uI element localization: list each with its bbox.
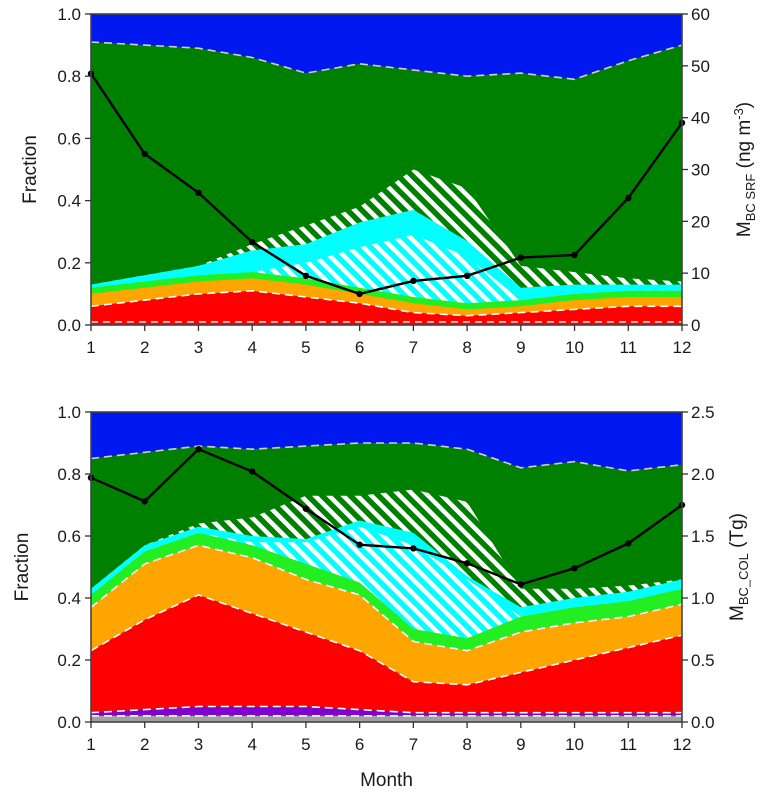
y2-axis-label: MBC SRF (ng m-3)	[731, 102, 758, 237]
series-point	[410, 545, 417, 552]
x-tick-label: 2	[140, 338, 149, 357]
x-tick-label: 5	[301, 338, 310, 357]
x-tick-label: 8	[462, 338, 471, 357]
y-tick-label: 1.0	[57, 5, 81, 24]
y-tick-label: 0.4	[57, 192, 81, 211]
area-red	[91, 290, 682, 325]
series-point	[463, 560, 471, 567]
x-tick-label: 3	[194, 338, 203, 357]
x-tick-label: 12	[673, 338, 692, 357]
x-tick-label: 8	[462, 735, 471, 754]
y-tick-label: 0.6	[57, 527, 81, 546]
bottom-panel: 1 2 3 4 5 6 7 8 9 10 11 120.00.20.40.60.81.00.00.51…	[12, 403, 751, 791]
series-point	[571, 251, 578, 259]
y-tick-label: 0.4	[57, 589, 81, 608]
series-point	[141, 150, 148, 158]
series-point	[410, 277, 417, 285]
series-point	[625, 540, 632, 547]
area-red-boundary	[90, 289, 682, 317]
series-point	[356, 290, 363, 298]
y2-tick-label: 30	[691, 161, 710, 180]
series-point	[625, 194, 632, 202]
y-tick-label: 1.0	[57, 403, 81, 422]
x-tick-label: 9	[516, 735, 525, 754]
area-red-boundary	[90, 594, 683, 686]
area-purple-boundary	[90, 705, 682, 714]
y2-tick-label: 1.5	[691, 527, 715, 546]
series-point	[195, 446, 202, 453]
series-point	[517, 581, 524, 588]
series-point	[517, 254, 524, 261]
y2-tick-label: 40	[691, 109, 710, 128]
y2-tick-label: 2.0	[691, 465, 715, 484]
x-tick-label: 7	[409, 735, 418, 754]
area-orange-boundary	[90, 544, 683, 652]
x-tick-label: 4	[247, 338, 256, 357]
x-tick-label: 3	[194, 735, 203, 754]
series-point	[302, 505, 310, 512]
series-point	[302, 272, 310, 279]
x-tick-label: 11	[619, 338, 637, 357]
y-tick-label: 0.8	[57, 465, 81, 484]
x-tick-label: 10	[565, 338, 584, 357]
top-panel: 1 2 3 4 5 6 7 8 9 10 11 120.00.20.40.60.81.00102030…	[20, 5, 758, 357]
series-point	[356, 541, 363, 548]
series-point	[249, 468, 256, 475]
series-point	[141, 498, 148, 505]
y-tick-label: 0.0	[57, 713, 81, 732]
y2-tick-label: 0.0	[691, 713, 715, 732]
area-gray	[91, 715, 682, 722]
area-green-boundary	[90, 442, 683, 472]
y2-tick-label: 0.5	[691, 651, 715, 670]
x-tick-label: 5	[301, 735, 310, 754]
y2-tick-label: 2.5	[691, 403, 715, 422]
y-axis-label: Fraction	[12, 533, 33, 602]
y2-axis-label: MBC_COL (Tg)	[727, 513, 751, 621]
x-tick-label: 1	[86, 338, 95, 357]
y2-tick-label: 10	[691, 264, 710, 283]
y-tick-label: 0.2	[57, 254, 81, 273]
x-axis-label: Month	[360, 770, 413, 791]
x-tick-label: 10	[565, 735, 584, 754]
series-point	[249, 238, 256, 246]
x-tick-label: 4	[247, 735, 256, 754]
series-line	[90, 72, 683, 296]
y2-tick-label: 50	[691, 57, 710, 76]
x-tick-label: 7	[409, 338, 418, 357]
series-point	[571, 565, 578, 572]
series-point	[195, 189, 202, 196]
area-green-boundary	[90, 41, 683, 81]
y-tick-label: 0.8	[57, 67, 81, 86]
x-tick-label: 2	[140, 735, 149, 754]
x-tick-label: 12	[673, 735, 692, 754]
y-tick-label: 0.6	[57, 129, 81, 148]
x-tick-label: 6	[355, 338, 364, 357]
plot-frame	[90, 411, 683, 723]
y-axis-label: Fraction	[20, 135, 41, 204]
y2-tick-label: 60	[691, 5, 710, 24]
x-tick-label: 11	[619, 735, 637, 754]
y2-tick-label: 1.0	[691, 589, 715, 608]
y-tick-label: 0.0	[57, 316, 81, 335]
y-tick-label: 0.2	[57, 651, 81, 670]
x-tick-label: 1	[86, 735, 95, 754]
series-line	[90, 447, 683, 586]
x-tick-label: 9	[516, 338, 525, 357]
y2-tick-label: 0	[691, 316, 700, 335]
x-tick-label: 6	[355, 735, 364, 754]
area-red	[91, 594, 682, 722]
y2-tick-label: 20	[691, 212, 710, 231]
series-point	[463, 272, 471, 279]
